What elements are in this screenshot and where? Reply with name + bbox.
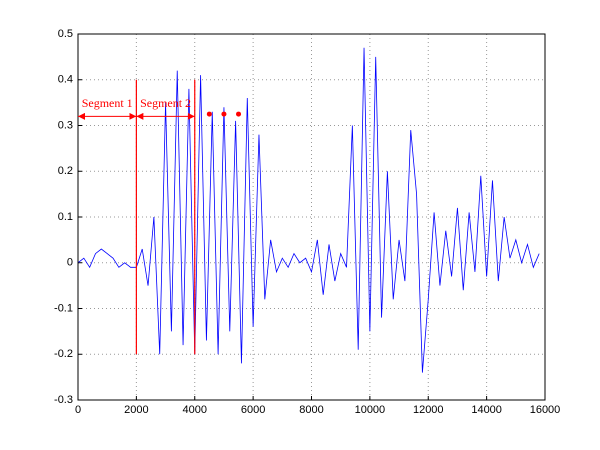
y-tick-label: -0.1 [54,302,73,314]
y-tick-label: -0.2 [54,348,73,360]
x-tick-label: 0 [75,404,81,416]
y-tick-label: 0.4 [58,74,73,86]
x-tick-label: 12000 [413,404,444,416]
y-tick-label: 0.2 [58,165,73,177]
y-tick-label: 0.1 [58,211,73,223]
continuation-dot [236,111,242,117]
y-tick-label: 0.3 [58,119,73,131]
y-tick-label: -0.3 [54,394,73,406]
continuation-dot [221,111,227,117]
x-tick-label: 16000 [530,404,561,416]
x-tick-label: 6000 [241,404,265,416]
y-tick-label: 0.5 [58,28,73,40]
x-tick-label: 10000 [355,404,386,416]
segment-label: Segment 2 [140,96,191,110]
x-tick-label: 2000 [124,404,148,416]
waveform [77,47,540,373]
continuation-dot [206,111,212,117]
x-tick-label: 8000 [299,404,323,416]
x-tick-label: 14000 [471,404,502,416]
axes-box [77,33,546,401]
segment-label: Segment 1 [82,96,133,110]
x-tick-label: 4000 [183,404,207,416]
y-tick-label: 0 [67,257,73,269]
